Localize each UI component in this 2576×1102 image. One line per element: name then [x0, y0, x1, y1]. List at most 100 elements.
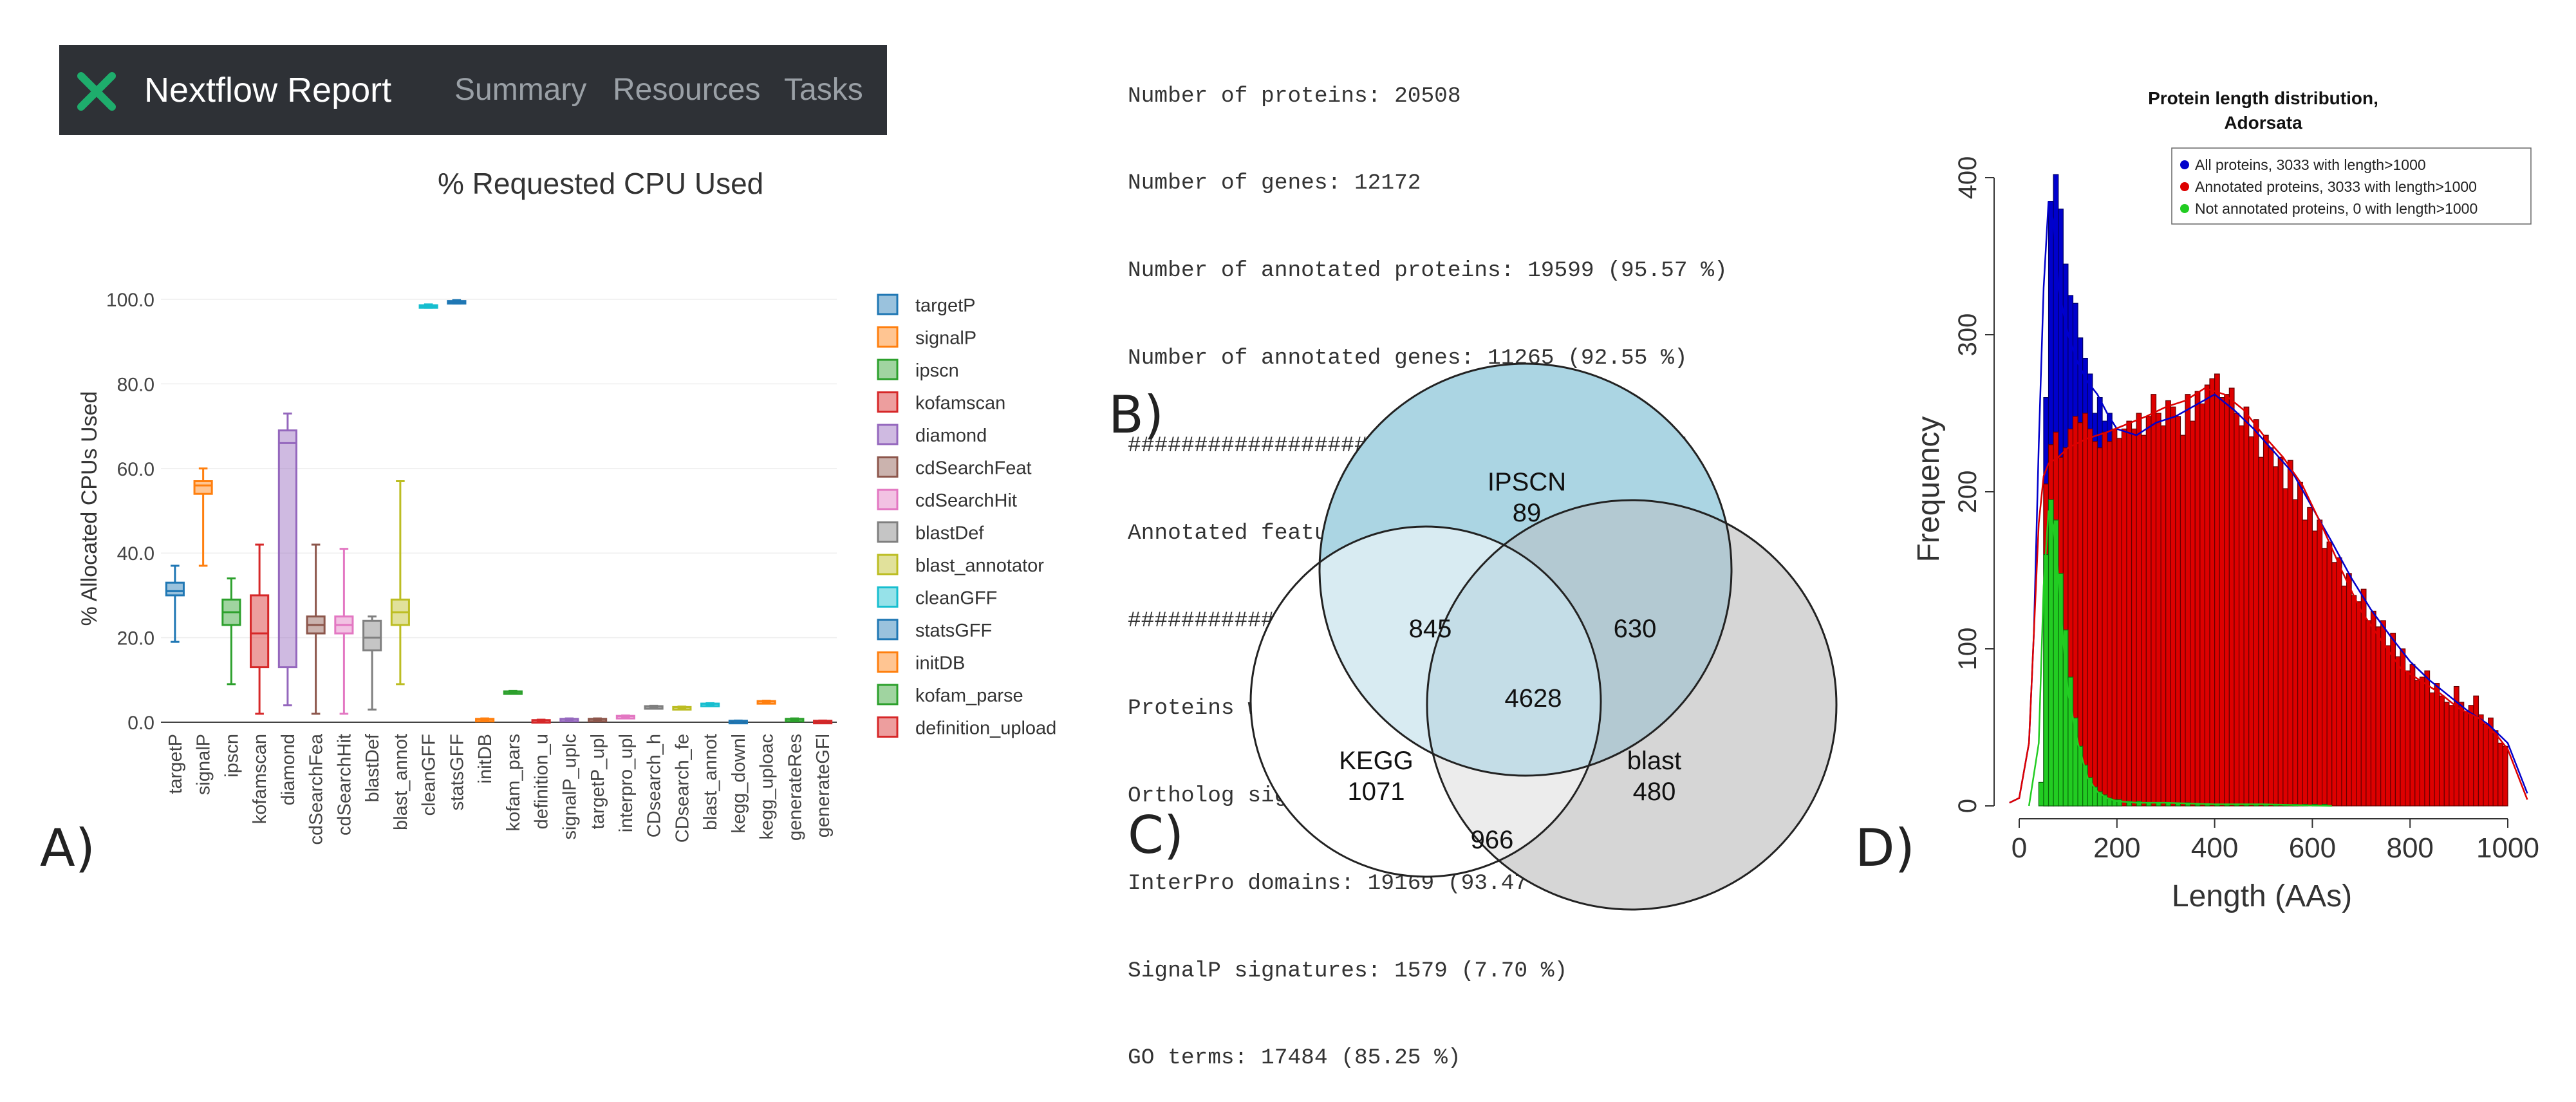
box-kegg_download — [728, 719, 748, 725]
box-diamond — [277, 412, 297, 707]
histogram-bar — [2087, 428, 2093, 807]
histogram-bar — [2170, 406, 2176, 807]
nextflow-logo-icon — [77, 72, 116, 111]
stats-line: SignalP signatures: 1579 (7.70 %) — [1128, 958, 1568, 984]
x-tick-label: definition_u — [532, 734, 552, 829]
histogram-bar — [2121, 428, 2127, 807]
legend-label: cleanGFF — [915, 588, 997, 609]
y-tick-label: 0 — [1954, 799, 1982, 813]
y-tick-label: 40.0 — [117, 543, 154, 565]
histogram-bar — [2287, 460, 2293, 807]
histogram-bar — [2405, 670, 2411, 807]
box-cleanGFF — [418, 303, 438, 309]
legend-swatch — [877, 326, 899, 348]
x-tick-label: 200 — [2093, 832, 2140, 864]
x-tick-label: targetP — [165, 734, 186, 794]
histogram-bar — [2043, 554, 2049, 807]
stats-line: Number of genes: 12172 — [1128, 171, 1421, 196]
histogram-bar — [2351, 595, 2357, 807]
stats-line: GO terms: 17484 (85.25 %) — [1128, 1045, 1461, 1071]
density-curve-0 — [2009, 201, 2528, 804]
y-tick-label: 100.0 — [106, 290, 154, 311]
stats-line: Number of annotated proteins: 19599 (95.… — [1128, 258, 1728, 284]
nextflow-brand[interactable]: Nextflow Report — [144, 71, 392, 109]
histogram-bar — [2126, 801, 2133, 807]
hist-legend-marker — [2180, 182, 2189, 191]
density-curve-2 — [2028, 510, 2332, 807]
histogram-bar — [2409, 664, 2416, 807]
histogram-bar — [2419, 677, 2425, 807]
legend-swatch — [877, 716, 899, 738]
histogram-bar — [2151, 394, 2157, 807]
histogram-bar — [2048, 499, 2054, 807]
histogram-bar — [2366, 620, 2372, 807]
hist-title: Protein length distribution, — [2148, 88, 2378, 108]
y-tick-label: 20.0 — [117, 628, 154, 649]
nextflow-navbar: Nextflow Report Summary Resources Tasks — [59, 45, 887, 135]
venn-count-ipscn-blast: 630 — [1614, 615, 1657, 643]
hist-subtitle: Adorsata — [2224, 113, 2302, 133]
histogram-bar — [2243, 406, 2250, 807]
x-tick-label: interpro_upl — [616, 734, 637, 832]
histogram-bar — [2282, 488, 2289, 807]
box-iqr — [165, 581, 185, 597]
histogram-bar — [2400, 648, 2406, 807]
x-tick-label: 600 — [2289, 832, 2336, 864]
x-tick-label: blastDef — [362, 733, 383, 802]
venn-diagram: IPSCN 89 845 630 4628 KEGG 1071 blast 48… — [1249, 362, 1838, 911]
legend-swatch — [877, 424, 899, 445]
box-signalP — [193, 467, 213, 567]
legend-label: definition_upload — [915, 718, 1056, 739]
box-iqr — [193, 480, 213, 495]
histogram-bar — [2311, 530, 2318, 807]
x-tick-label: ipscn — [221, 734, 242, 778]
x-tick-label: 400 — [2191, 832, 2238, 864]
box-blastDef — [362, 615, 382, 711]
hist-legend-marker — [2180, 204, 2189, 213]
histogram-bar — [2356, 601, 2362, 807]
histogram-bar — [2131, 428, 2137, 807]
legend-label: blastDef — [915, 523, 984, 544]
y-axis-label: Frequency — [1912, 416, 1946, 563]
nav-resources[interactable]: Resources — [613, 73, 761, 107]
histogram-bar — [2145, 416, 2152, 807]
legend-label: signalP — [915, 328, 976, 349]
x-tick-label: generateRes — [785, 734, 805, 841]
y-tick-label: 80.0 — [117, 374, 154, 395]
hist-legend-marker — [2180, 160, 2189, 169]
legend-swatch — [877, 359, 899, 380]
x-tick-label: diamond — [278, 734, 299, 805]
histogram-bar — [2292, 499, 2299, 807]
histogram-bar — [2185, 394, 2191, 807]
legend-swatch — [877, 391, 899, 413]
histogram-bar — [2175, 416, 2181, 807]
histogram-bar — [2394, 656, 2401, 807]
box-blast_annotator — [390, 480, 410, 686]
y-tick-label: 200 — [1954, 471, 1982, 514]
legend-label: kofamscan — [915, 393, 1005, 414]
histogram-bar — [2277, 456, 2284, 807]
histogram-bar — [2492, 730, 2499, 807]
box-targetP_upload — [588, 717, 608, 723]
y-tick-label: 400 — [1954, 156, 1982, 200]
x-tick-label: cdSearchFea — [306, 733, 327, 845]
legend-label: initDB — [915, 653, 965, 674]
box-definition_upload — [531, 718, 551, 724]
histogram-bar — [2248, 436, 2254, 807]
histogram-bar — [2380, 620, 2386, 807]
x-tick-label: blast_annot — [700, 734, 721, 830]
venn-outline-ipscn — [1318, 362, 1733, 777]
panel-label-c: C) — [1128, 805, 1184, 865]
box-cdSearchFeat — [306, 543, 326, 715]
histogram-bar — [2414, 680, 2420, 807]
box-CDsearch_hit_upload — [644, 704, 664, 710]
histogram-bar — [2429, 692, 2435, 807]
box-iqr — [250, 594, 270, 669]
hist-legend-label: Annotated proteins, 3033 with length>100… — [2195, 178, 2477, 195]
histogram-bar — [2326, 541, 2333, 807]
box-statsGFF — [447, 299, 467, 305]
nav-summary[interactable]: Summary — [454, 73, 587, 107]
nav-tasks[interactable]: Tasks — [784, 73, 863, 107]
legend-swatch — [877, 651, 899, 673]
box-kofamscan — [250, 543, 270, 715]
